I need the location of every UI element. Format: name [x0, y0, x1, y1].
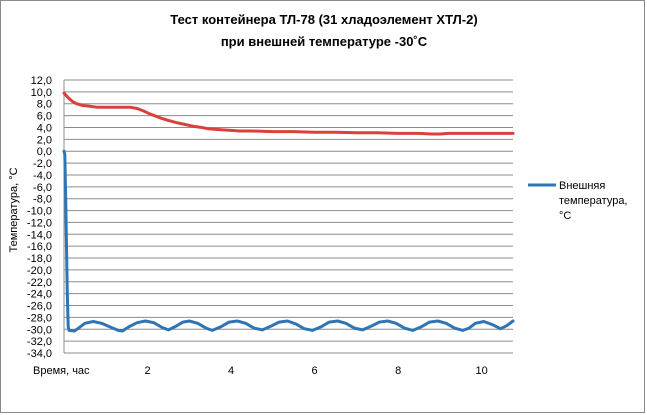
- y-tick-label: -24,0: [27, 289, 52, 301]
- legend-label-line-3: °С: [559, 210, 571, 222]
- legend-label-line-1: Внешняя: [559, 180, 605, 192]
- y-tick-label: -16,0: [27, 241, 52, 253]
- y-axis-ticks: 12,010,08,06,04,02,00,0-2,0-4,0-6,0-8,0-…: [27, 75, 52, 360]
- y-tick-label: 2,0: [37, 134, 52, 146]
- y-tick-label: -26,0: [27, 301, 52, 313]
- series-line-0: [62, 149, 515, 333]
- x-axis-title: Время, час: [33, 365, 90, 377]
- y-tick-label: -4,0: [33, 170, 52, 182]
- y-tick-label: -20,0: [27, 265, 52, 277]
- y-tick-label: 4,0: [37, 122, 52, 134]
- chart-title-line-1: Тест контейнера ТЛ-78 (31 хладоэлемент Х…: [170, 12, 477, 27]
- y-tick-label: 0,0: [37, 146, 52, 158]
- y-tick-label: 12,0: [31, 75, 52, 87]
- x-axis-ticks: 2 4 6 8 10: [144, 365, 487, 377]
- series: [62, 91, 515, 333]
- y-tick-label: -28,0: [27, 312, 52, 324]
- x-tick-label: 10: [476, 365, 488, 377]
- legend-label-line-2: температура,: [559, 195, 628, 207]
- series-line-1: [62, 91, 515, 136]
- y-tick-label: 6,0: [37, 111, 52, 123]
- x-tick-label: 4: [228, 365, 234, 377]
- x-tick-label: 8: [395, 365, 401, 377]
- y-tick-label: -2,0: [33, 158, 52, 170]
- y-tick-label: 10,0: [31, 87, 52, 99]
- y-tick-label: 8,0: [37, 99, 52, 111]
- chart-title: Тест контейнера ТЛ-78 (31 хладоэлемент Х…: [170, 12, 477, 49]
- y-tick-label: -12,0: [27, 217, 52, 229]
- grid: [64, 79, 513, 354]
- x-tick-label: 2: [144, 365, 150, 377]
- y-tick-label: -30,0: [27, 324, 52, 336]
- y-tick-label: -34,0: [27, 348, 52, 360]
- legend: Внешняя температура, °С: [528, 180, 628, 222]
- y-tick-label: -18,0: [27, 253, 52, 265]
- y-axis-title: Температура, °С: [8, 167, 20, 252]
- x-tick-label: 6: [312, 365, 318, 377]
- chart-title-line-2: при внешней температуре -30˚С: [221, 34, 428, 49]
- y-tick-label: -14,0: [27, 229, 52, 241]
- y-tick-label: -6,0: [33, 182, 52, 194]
- y-tick-label: -32,0: [27, 336, 52, 348]
- y-tick-label: -8,0: [33, 194, 52, 206]
- y-tick-label: -10,0: [27, 206, 52, 218]
- y-tick-label: -22,0: [27, 277, 52, 289]
